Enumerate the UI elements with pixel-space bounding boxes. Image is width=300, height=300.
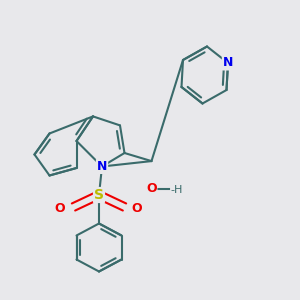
- Text: O: O: [55, 202, 65, 215]
- Text: N: N: [223, 56, 233, 70]
- Text: O: O: [131, 202, 142, 215]
- Text: N: N: [97, 160, 107, 173]
- Text: -H: -H: [170, 184, 183, 195]
- Text: O: O: [146, 182, 157, 196]
- Text: S: S: [94, 188, 104, 202]
